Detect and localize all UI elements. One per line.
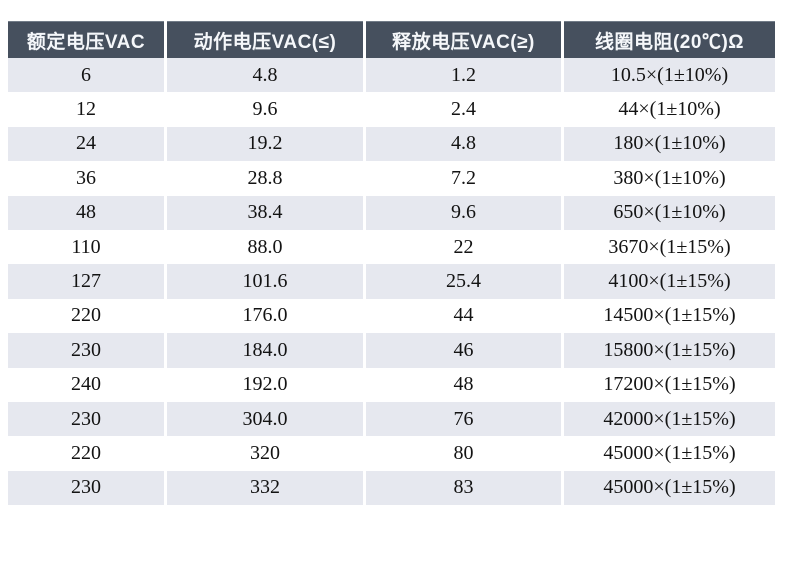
table-cell: 38.4 bbox=[167, 195, 363, 230]
table-cell: 230 bbox=[8, 333, 164, 368]
table-cell: 101.6 bbox=[167, 264, 363, 299]
table-cell: 4.8 bbox=[167, 58, 363, 93]
table-cell: 48 bbox=[366, 367, 561, 402]
table-cell: 15800×(1±15%) bbox=[564, 333, 775, 368]
table-cell: 7.2 bbox=[366, 161, 561, 196]
table-row: 230 332 83 45000×(1±15%) bbox=[8, 470, 775, 506]
spec-table: 额定电压VAC 动作电压VAC(≤) 释放电压VAC(≥) 线圈电阻(20℃)Ω… bbox=[8, 21, 775, 506]
table-cell: 80 bbox=[366, 436, 561, 471]
column-header-release-voltage: 释放电压VAC(≥) bbox=[366, 21, 561, 58]
table-cell: 36 bbox=[8, 161, 164, 196]
table-header-row: 额定电压VAC 动作电压VAC(≤) 释放电压VAC(≥) 线圈电阻(20℃)Ω bbox=[8, 21, 775, 58]
table-cell: 76 bbox=[366, 401, 561, 437]
table-cell: 304.0 bbox=[167, 401, 363, 437]
table-cell: 184.0 bbox=[167, 333, 363, 368]
table-cell: 4100×(1±15%) bbox=[564, 264, 775, 299]
table-cell: 2.4 bbox=[366, 92, 561, 127]
table-cell: 9.6 bbox=[366, 195, 561, 230]
table-cell: 83 bbox=[366, 470, 561, 506]
table-cell: 192.0 bbox=[167, 367, 363, 402]
table-cell: 320 bbox=[167, 436, 363, 471]
table-cell: 110 bbox=[8, 229, 164, 265]
table-cell: 127 bbox=[8, 264, 164, 299]
table-cell: 46 bbox=[366, 333, 561, 368]
table-row: 220 176.0 44 14500×(1±15%) bbox=[8, 298, 775, 334]
table-row: 127 101.6 25.4 4100×(1±15%) bbox=[8, 264, 775, 299]
table-cell: 332 bbox=[167, 470, 363, 506]
table-row: 240 192.0 48 17200×(1±15%) bbox=[8, 367, 775, 402]
table-cell: 10.5×(1±10%) bbox=[564, 58, 775, 93]
table-cell: 4.8 bbox=[366, 126, 561, 162]
table-row: 12 9.6 2.4 44×(1±10%) bbox=[8, 92, 775, 127]
table-cell: 220 bbox=[8, 436, 164, 471]
table-cell: 12 bbox=[8, 92, 164, 127]
table-cell: 380×(1±10%) bbox=[564, 161, 775, 196]
table-row: 230 304.0 76 42000×(1±15%) bbox=[8, 401, 775, 437]
table-row: 24 19.2 4.8 180×(1±10%) bbox=[8, 126, 775, 162]
table-cell: 14500×(1±15%) bbox=[564, 298, 775, 334]
table-row: 110 88.0 22 3670×(1±15%) bbox=[8, 229, 775, 265]
table-cell: 240 bbox=[8, 367, 164, 402]
table-cell: 19.2 bbox=[167, 126, 363, 162]
table-cell: 176.0 bbox=[167, 298, 363, 334]
table-cell: 650×(1±10%) bbox=[564, 195, 775, 230]
table-cell: 22 bbox=[366, 229, 561, 265]
table-cell: 230 bbox=[8, 401, 164, 437]
column-header-rated-voltage: 额定电压VAC bbox=[8, 21, 164, 58]
table-cell: 42000×(1±15%) bbox=[564, 401, 775, 437]
table-cell: 220 bbox=[8, 298, 164, 334]
table-cell: 230 bbox=[8, 470, 164, 506]
table-cell: 1.2 bbox=[366, 58, 561, 93]
table-cell: 24 bbox=[8, 126, 164, 162]
table-cell: 45000×(1±15%) bbox=[564, 436, 775, 471]
table-cell: 180×(1±10%) bbox=[564, 126, 775, 162]
table-row: 48 38.4 9.6 650×(1±10%) bbox=[8, 195, 775, 230]
table-cell: 88.0 bbox=[167, 229, 363, 265]
table-cell: 44 bbox=[366, 298, 561, 334]
table-row: 220 320 80 45000×(1±15%) bbox=[8, 436, 775, 471]
table-cell: 28.8 bbox=[167, 161, 363, 196]
table-row: 36 28.8 7.2 380×(1±10%) bbox=[8, 161, 775, 196]
table-cell: 17200×(1±15%) bbox=[564, 367, 775, 402]
table-cell: 44×(1±10%) bbox=[564, 92, 775, 127]
table-cell: 9.6 bbox=[167, 92, 363, 127]
column-header-coil-resistance: 线圈电阻(20℃)Ω bbox=[564, 21, 775, 58]
table-cell: 6 bbox=[8, 58, 164, 93]
table-cell: 45000×(1±15%) bbox=[564, 470, 775, 506]
table-row: 230 184.0 46 15800×(1±15%) bbox=[8, 333, 775, 368]
table-cell: 48 bbox=[8, 195, 164, 230]
column-header-operate-voltage: 动作电压VAC(≤) bbox=[167, 21, 363, 58]
table-cell: 3670×(1±15%) bbox=[564, 229, 775, 265]
table-row: 6 4.8 1.2 10.5×(1±10%) bbox=[8, 58, 775, 93]
table-cell: 25.4 bbox=[366, 264, 561, 299]
